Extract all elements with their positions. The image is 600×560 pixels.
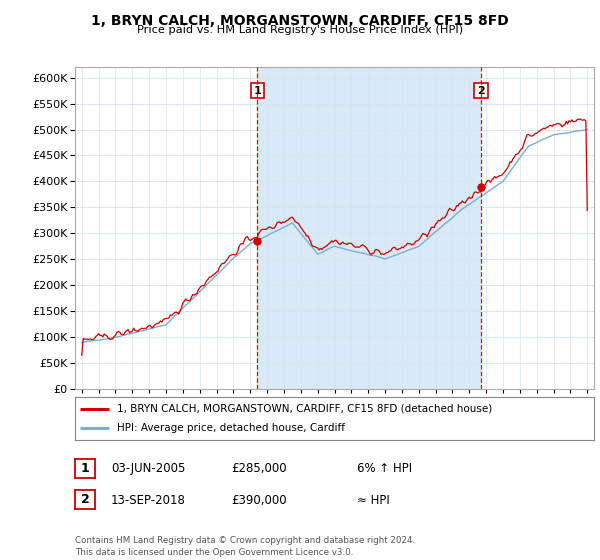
Text: 1: 1 xyxy=(81,461,89,475)
Text: 1: 1 xyxy=(253,86,261,96)
Text: 2: 2 xyxy=(81,493,89,506)
Text: 13-SEP-2018: 13-SEP-2018 xyxy=(111,493,186,507)
Text: Price paid vs. HM Land Registry's House Price Index (HPI): Price paid vs. HM Land Registry's House … xyxy=(137,25,463,35)
Text: 03-JUN-2005: 03-JUN-2005 xyxy=(111,462,185,475)
Text: 2: 2 xyxy=(477,86,485,96)
Text: HPI: Average price, detached house, Cardiff: HPI: Average price, detached house, Card… xyxy=(116,423,344,433)
Text: ≈ HPI: ≈ HPI xyxy=(357,493,390,507)
Text: £285,000: £285,000 xyxy=(231,462,287,475)
Text: 1, BRYN CALCH, MORGANSTOWN, CARDIFF, CF15 8FD: 1, BRYN CALCH, MORGANSTOWN, CARDIFF, CF1… xyxy=(91,14,509,28)
Text: Contains HM Land Registry data © Crown copyright and database right 2024.
This d: Contains HM Land Registry data © Crown c… xyxy=(75,536,415,557)
Text: £390,000: £390,000 xyxy=(231,493,287,507)
Text: 6% ↑ HPI: 6% ↑ HPI xyxy=(357,462,412,475)
Bar xyxy=(257,67,481,389)
Text: 1, BRYN CALCH, MORGANSTOWN, CARDIFF, CF15 8FD (detached house): 1, BRYN CALCH, MORGANSTOWN, CARDIFF, CF1… xyxy=(116,404,492,413)
